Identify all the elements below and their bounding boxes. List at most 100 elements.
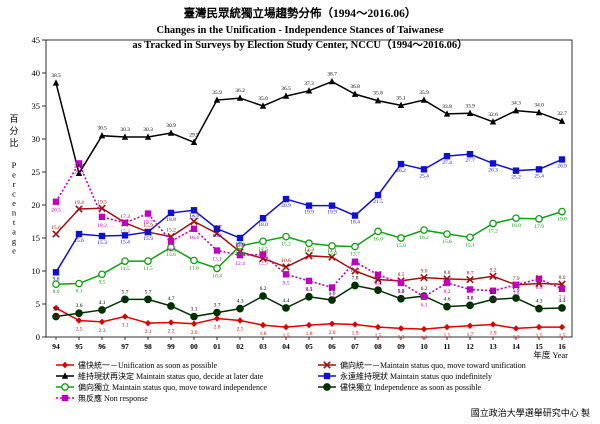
y-axis-label-char: g <box>12 236 17 246</box>
x-tick-label: 08 <box>374 342 382 351</box>
legend-label: 偏向統一－Maintain status quo, move toward un… <box>340 360 526 370</box>
data-point <box>374 227 382 236</box>
data-label: 18.7 <box>143 220 153 226</box>
data-point <box>213 225 221 232</box>
y-tick-label: 40 <box>32 68 41 78</box>
data-point <box>420 96 428 103</box>
data-label: 3.7 <box>214 303 221 309</box>
y-tick-label: 20 <box>32 200 41 210</box>
data-point <box>305 87 313 94</box>
data-label: 2.2 <box>168 328 175 334</box>
data-point <box>328 296 336 304</box>
data-label: 34.0 <box>534 103 544 109</box>
data-point <box>443 279 451 287</box>
y-axis-label-chinese: 百分比 <box>9 114 18 148</box>
data-label: 4.1 <box>99 300 106 306</box>
x-tick-label: 12 <box>466 342 474 351</box>
series-line <box>55 80 563 176</box>
data-label: 27.4 <box>442 160 452 166</box>
x-tick-label: 15 <box>535 342 543 351</box>
data-label: 18.0 <box>511 223 521 229</box>
data-label: 13.7 <box>350 252 360 258</box>
data-point <box>397 234 405 242</box>
data-label: 19.4 <box>74 200 84 206</box>
data-point <box>282 323 290 331</box>
y-tick-label: 30 <box>32 134 41 144</box>
data-label: 35.9 <box>419 90 429 96</box>
x-tick-label: 02 <box>236 342 244 351</box>
legend-item: 偏向獨立 Maintain status quo, move toward in… <box>56 382 268 392</box>
legend-marker <box>61 361 69 369</box>
data-label: 12.5 <box>258 261 268 267</box>
data-point <box>512 281 520 289</box>
data-label: 16.4 <box>212 233 222 239</box>
data-label: 17.3 <box>120 229 130 235</box>
data-label: 9.5 <box>283 280 290 286</box>
data-label: 4.4 <box>559 298 566 304</box>
data-label: 9.4 <box>375 281 382 287</box>
data-label: 14.5 <box>258 246 268 252</box>
data-point <box>489 321 497 328</box>
data-label: 26.3 <box>488 167 498 173</box>
data-label: 38.5 <box>51 73 61 79</box>
y-tick-label: 25 <box>32 167 41 177</box>
data-label: 8.2 <box>398 289 405 295</box>
data-point <box>351 258 359 265</box>
data-point <box>236 234 244 242</box>
data-point <box>144 257 152 265</box>
data-point <box>213 308 221 317</box>
data-label: 2.3 <box>99 328 106 334</box>
data-label: 7.0 <box>490 297 497 303</box>
data-point <box>351 321 359 328</box>
data-label: 12.4 <box>235 261 245 267</box>
data-label: 8.0 <box>53 289 60 295</box>
legend-label: 無反應 Non response <box>78 393 148 403</box>
y-tick-label: 15 <box>32 233 41 243</box>
data-label: 15.6 <box>74 238 84 244</box>
data-point <box>558 156 566 163</box>
marker-stroke <box>52 230 60 238</box>
data-point <box>305 277 313 285</box>
marker-stroke <box>489 272 497 281</box>
data-point <box>259 321 267 329</box>
x-tick-label: 04 <box>282 342 290 351</box>
data-label: 4.6 <box>444 297 451 303</box>
data-point <box>328 284 336 291</box>
data-label: 18.0 <box>258 222 268 228</box>
x-tick-label: 07 <box>351 342 359 351</box>
x-tick-label: 98 <box>144 342 152 351</box>
data-label: 24.8 <box>74 163 84 169</box>
data-point <box>213 247 221 254</box>
legend-marker <box>61 372 69 379</box>
legend-item: 儘快獨立 Independence as soon as possible <box>318 382 482 392</box>
data-point <box>259 215 267 222</box>
data-point <box>374 286 382 294</box>
data-point <box>52 312 60 321</box>
chart-subtitle-line2: as Tracked in Surveys by Election Study … <box>132 38 467 51</box>
data-label: 35.9 <box>212 90 222 96</box>
data-point <box>75 160 83 167</box>
data-point <box>351 267 359 275</box>
data-point <box>420 226 428 234</box>
data-point <box>259 251 267 258</box>
y-axis-label-char: P <box>12 160 17 170</box>
data-label: 37.3 <box>304 81 314 87</box>
data-point <box>213 96 221 103</box>
x-tick-label: 00 <box>190 342 198 351</box>
data-label: 3.1 <box>191 307 198 313</box>
data-point <box>121 219 129 227</box>
data-label: 15.0 <box>235 242 245 248</box>
data-label: 2.0 <box>329 330 336 336</box>
data-point <box>466 233 474 242</box>
data-point <box>75 317 83 324</box>
data-point <box>489 295 497 304</box>
data-point <box>305 321 313 329</box>
data-point <box>489 219 497 228</box>
data-label: 26.9 <box>557 163 567 169</box>
data-point <box>535 215 543 223</box>
data-point <box>167 302 175 310</box>
series-2 <box>52 77 566 177</box>
data-point <box>535 108 543 116</box>
legend-item: 永遠維持現狀 Maintain status quo indefinitely <box>318 371 492 381</box>
data-label: 4.4 <box>53 314 60 320</box>
